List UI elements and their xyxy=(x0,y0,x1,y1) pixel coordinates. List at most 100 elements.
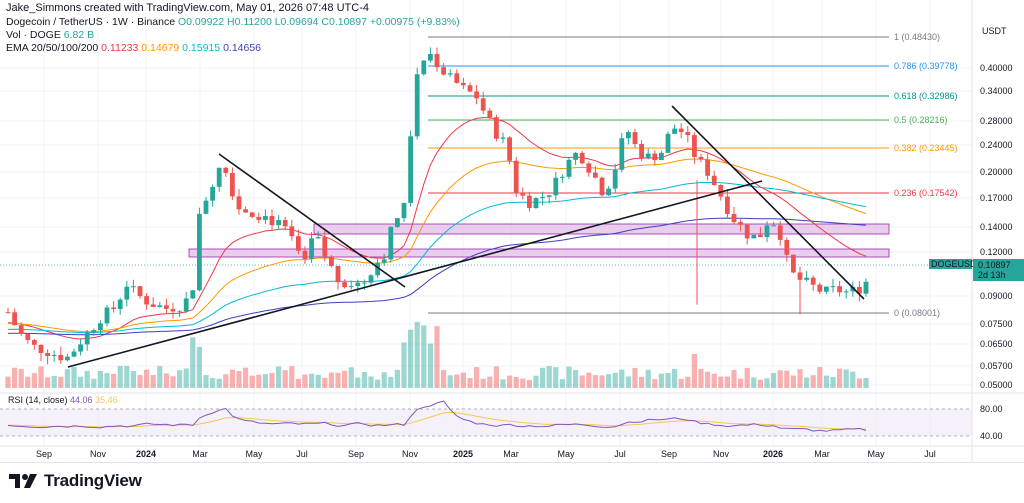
volume-bar xyxy=(150,374,156,388)
price-chart[interactable]: 1 (0.48430) 0.786 (0.39778) 0.618 (0.32986… xyxy=(0,0,1024,462)
candle xyxy=(414,74,420,137)
volume-bar xyxy=(784,370,790,388)
candle xyxy=(573,152,578,160)
candle xyxy=(170,308,176,312)
candle xyxy=(692,135,697,157)
candle xyxy=(652,153,658,161)
candle xyxy=(117,299,123,310)
price-tick-label: 0.07500 xyxy=(980,319,1013,329)
candle xyxy=(5,312,11,314)
volume-bar xyxy=(262,374,268,388)
candle xyxy=(276,220,281,226)
candle xyxy=(335,265,341,283)
volume-bar xyxy=(460,372,466,388)
ema-label[interactable]: EMA 20/50/100/200 xyxy=(6,42,99,54)
candle xyxy=(738,222,743,225)
volume-bar xyxy=(25,376,31,388)
candle xyxy=(98,323,103,331)
volume-bar xyxy=(196,346,202,388)
volume-bar xyxy=(493,366,499,388)
candle xyxy=(632,132,638,144)
time-tick-label: 2024 xyxy=(136,449,156,459)
candle xyxy=(804,277,809,280)
volume-bar xyxy=(203,375,209,388)
candle xyxy=(626,132,631,139)
volume-bar xyxy=(243,367,249,388)
volume-bar xyxy=(639,376,645,388)
time-tick-label: May xyxy=(867,449,885,459)
ohlc-values: O0.09922 H0.11200 L0.09694 C0.10897 +0.0… xyxy=(177,16,460,28)
volume-bar xyxy=(236,371,242,388)
price-tick-label: 0.12000 xyxy=(980,247,1013,257)
volume-bar xyxy=(388,376,394,388)
fib-label-0.236: 0.236 (0.17542) xyxy=(894,188,958,198)
candle xyxy=(553,177,559,196)
candle xyxy=(718,185,724,197)
price-tag-value: 0.10897 xyxy=(978,260,1011,270)
candle xyxy=(810,277,816,285)
chart-legend: Dogecoin / TetherUS · 1W · Binance O0.09… xyxy=(6,16,460,55)
time-tick-label: Nov xyxy=(90,449,107,459)
candle xyxy=(150,304,156,307)
candle xyxy=(474,91,479,99)
volume-bar xyxy=(421,325,427,388)
volume-bar xyxy=(526,379,532,388)
candle xyxy=(322,237,328,257)
volume-bar xyxy=(64,369,70,388)
volume-label[interactable]: Vol · DOGE xyxy=(6,29,61,41)
candle xyxy=(256,216,262,220)
time-tick-label: 2025 xyxy=(453,449,473,459)
volume-bar xyxy=(190,337,196,388)
volume-bar xyxy=(718,376,724,388)
candle xyxy=(850,287,856,292)
time-axis[interactable]: Sep Nov 2024 Mar May Jul Sep Nov 2025 Mar May Jul Se… xyxy=(0,445,1024,459)
footer-bar: TradingView xyxy=(0,462,1024,503)
fib-label-0.618: 0.618 (0.32986) xyxy=(894,91,958,101)
candle xyxy=(507,137,512,161)
volume-bar xyxy=(111,373,117,388)
fib-label-0.5: 0.5 (0.28216) xyxy=(894,115,948,125)
volume-bar xyxy=(361,372,367,388)
price-tag-countdown: 2d 13h xyxy=(978,270,1006,280)
rsi-ma-line xyxy=(7,411,867,430)
candle xyxy=(183,298,189,312)
volume-bar xyxy=(579,375,585,388)
time-tick-label: Jul xyxy=(296,449,308,459)
volume-bar xyxy=(45,377,51,388)
price-tick-label: 0.05700 xyxy=(980,361,1013,371)
volume-bar xyxy=(137,374,143,388)
volume-bar xyxy=(606,374,612,388)
volume-bar xyxy=(414,321,420,388)
ema200-line xyxy=(7,217,867,336)
fibonacci-levels: 1 (0.48430) 0.786 (0.39778) 0.618 (0.32986… xyxy=(428,32,958,318)
candle xyxy=(131,286,136,288)
symbol-title[interactable]: Dogecoin / TetherUS · 1W · Binance xyxy=(6,16,176,28)
volume-bar xyxy=(738,378,744,388)
candle xyxy=(454,73,460,83)
volume-bar xyxy=(401,342,407,388)
price-axis[interactable]: USDT 0.40000 0.34000 0.28000 0.24000 0.20000 0… xyxy=(971,0,1013,462)
volume-bar xyxy=(777,370,783,388)
volume-bar xyxy=(170,376,176,388)
rsi-tick-label: 80.00 xyxy=(980,404,1003,414)
candle xyxy=(164,305,169,309)
volume-bar xyxy=(487,376,493,388)
volume-bar xyxy=(328,372,334,388)
volume-bar xyxy=(130,371,136,388)
volume-bar xyxy=(434,326,440,388)
candle xyxy=(25,333,31,341)
candle xyxy=(546,195,552,197)
tradingview-logo[interactable]: TradingView xyxy=(8,471,142,491)
candle xyxy=(203,200,209,214)
candle xyxy=(329,256,334,266)
volume-bar xyxy=(355,377,361,388)
volume-bar xyxy=(97,370,103,388)
candle xyxy=(830,286,836,288)
candle xyxy=(817,284,823,292)
volume-bar xyxy=(229,369,235,388)
rsi-band xyxy=(0,409,972,436)
candle xyxy=(388,226,394,260)
volume-bar xyxy=(856,378,862,388)
candle xyxy=(645,153,651,159)
time-tick-label: Nov xyxy=(713,449,730,459)
